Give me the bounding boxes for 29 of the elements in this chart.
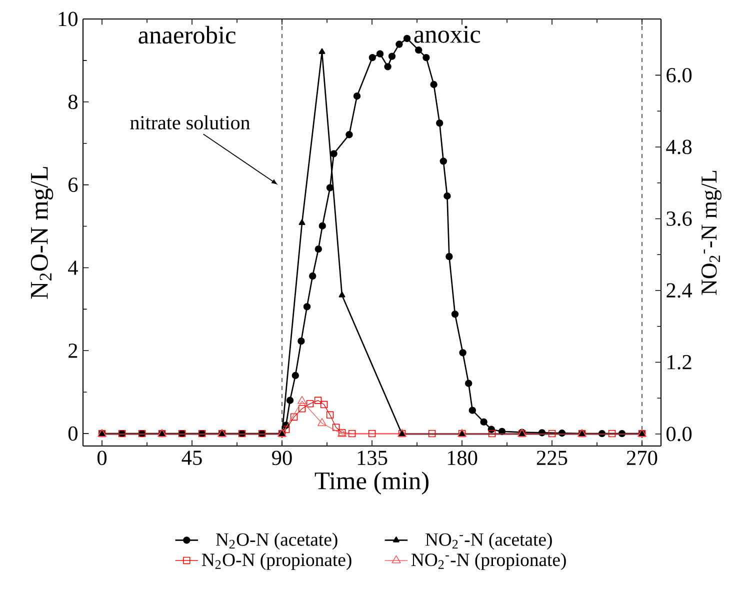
annotation: anaerobic [138, 26, 236, 44]
y2-tick-label: 6.0 [666, 68, 692, 82]
legend-label: NO$_{2}$$^{-}$-N (propionate) [411, 552, 566, 570]
x-tick-label: 180 [448, 450, 478, 466]
y-tick-label: 4 [68, 260, 78, 275]
y2-tick-label: 0.0 [666, 426, 692, 442]
y2-tick-label: 1.2 [668, 355, 692, 370]
y-tick-label: 10 [58, 12, 78, 26]
x-tick-label: 90 [272, 450, 292, 466]
annotation: nitrate solution [130, 115, 250, 130]
y2-tick-label: 3.6 [666, 212, 692, 226]
legend-label: NO$_{2}$$^{-}$-N (acetate) [425, 532, 552, 550]
y-tick-label: 0 [68, 426, 78, 441]
y-tick-label: 2 [68, 344, 78, 358]
x-tick-label: 225 [536, 450, 568, 466]
x-tick-label: 135 [358, 450, 388, 466]
legend-label: N$_{2}$O-N (acetate) [216, 532, 338, 550]
x-axis-title: Time (min) [314, 472, 428, 495]
y-tick-label: 6 [68, 178, 78, 192]
x-tick-label: 0 [97, 450, 107, 466]
x-tick-label: 45 [182, 450, 202, 465]
y-tick-label: 8 [68, 94, 78, 110]
x-tick-label: 270 [626, 450, 658, 466]
y2-axis-title: NO$_{2}$$^{-}$-N mg/L [702, 170, 722, 295]
y2-tick-label: 4.8 [666, 140, 692, 154]
annotation: anoxic [414, 26, 480, 43]
legend-label: N$_{2}$O-N (propionate) [202, 552, 352, 570]
y-axis-title: N$_{2}$O-N mg/L [30, 166, 54, 299]
y2-tick-label: 2.4 [666, 283, 692, 298]
